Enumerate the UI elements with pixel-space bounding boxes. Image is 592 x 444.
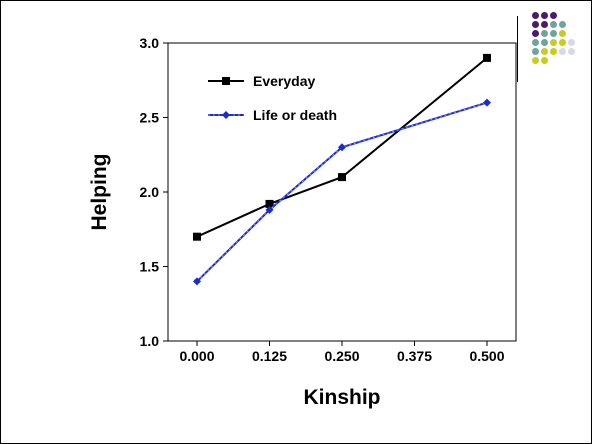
decorative-dot [532,57,539,64]
series-line [196,57,488,238]
x-tick-label: 0.375 [397,348,432,364]
data-point [483,98,491,107]
y-tick-label: 1.0 [140,333,160,349]
legend-item: Life or death [208,107,337,123]
decorative-dot-grid [528,10,588,86]
decorative-dot [541,21,548,28]
series-everyday [193,53,491,241]
decorative-dot [541,30,548,37]
decorative-dot [532,39,539,46]
decorative-dot [550,30,557,37]
series-layer [193,53,491,286]
x-tick-label: 0.250 [324,348,359,364]
decorative-dot [550,12,557,19]
data-point [222,111,230,119]
decorative-dot [568,39,575,46]
x-axis-ticks: 0.000 0.125 0.250 0.375 0.500 [179,341,505,364]
x-tick-label: 0.125 [252,348,287,364]
decorative-dot [541,48,548,55]
decorative-dot [541,57,548,64]
y-tick-label: 1.5 [140,259,160,275]
decorative-dot [532,21,539,28]
data-point [338,173,346,182]
decorative-dot [559,30,566,37]
legend-label: Everyday [253,73,315,89]
decorative-dot [532,48,539,55]
decorative-dot [532,12,539,19]
y-tick-label: 2.5 [140,110,160,126]
legend-label: Life or death [253,107,337,123]
legend-item: Everyday [208,73,315,89]
decorative-dot [532,30,539,37]
plot-area-border [167,42,517,342]
decorative-dot [559,48,566,55]
x-tick-label: 0.500 [469,348,504,364]
data-point [193,232,201,241]
decorative-dot [541,39,548,46]
decorative-dot [541,12,548,19]
data-point [483,53,491,62]
chart-axes [167,42,517,342]
y-tick-label: 3.0 [140,35,160,51]
x-axis-title: Kinship [304,386,381,409]
decorative-dot [550,48,557,55]
decorative-dot [559,39,566,46]
decorative-divider [517,16,518,82]
legend: Everyday Life or death [208,73,337,123]
y-tick-label: 2.0 [140,184,160,200]
data-point [193,277,201,286]
series-life-or-death [193,98,491,286]
data-point [222,77,230,85]
y-axis-ticks: 1.0 1.5 2.0 2.5 3.0 [140,35,168,349]
decorative-dot [559,21,566,28]
series-line [196,101,488,283]
data-point [265,205,274,214]
y-axis-title: Helping [88,154,111,231]
data-point [265,199,274,208]
decorative-dot [550,21,557,28]
x-tick-label: 0.000 [179,348,214,364]
series-line-dash [196,102,488,282]
decorative-dot [550,39,557,46]
data-point [338,143,346,152]
decorative-dot [568,48,575,55]
